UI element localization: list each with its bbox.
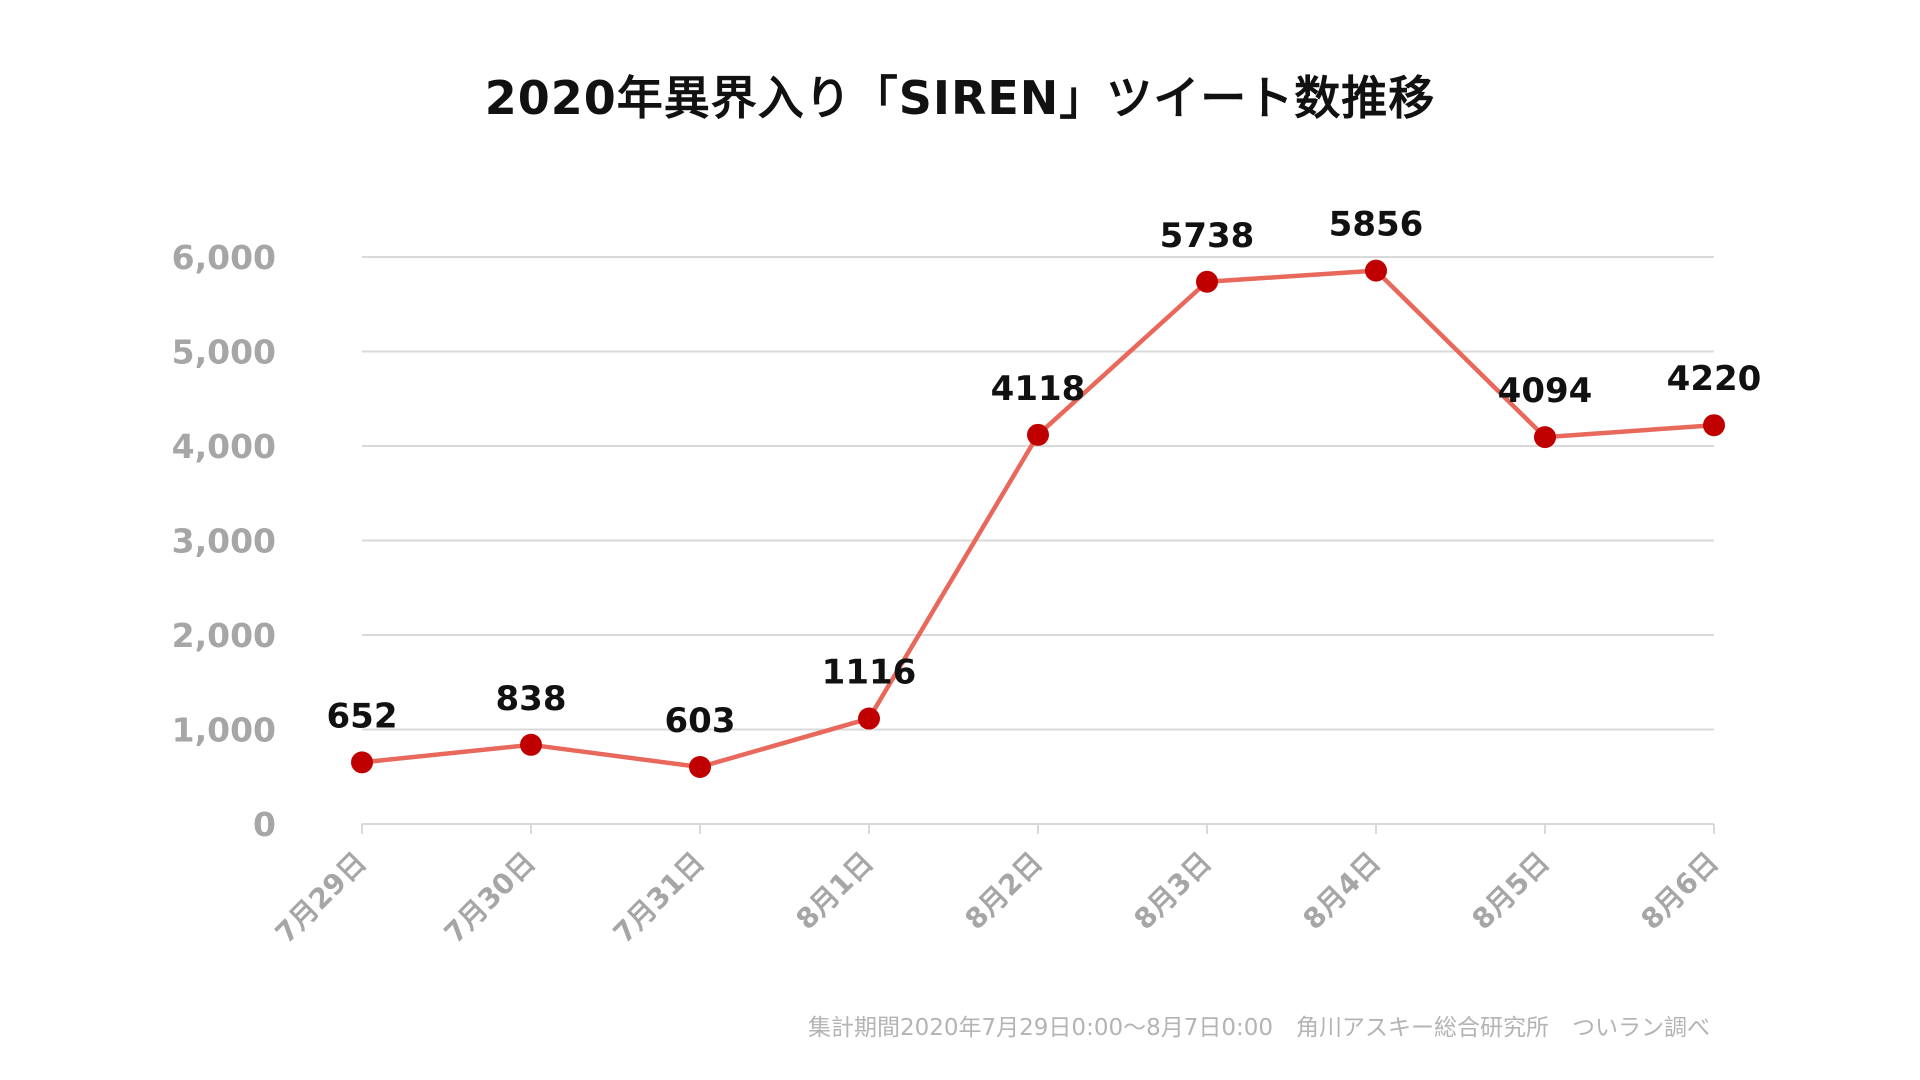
footnote: 集計期間2020年7月29日0:00〜8月7日0:00 角川アスキー総合研究所 … bbox=[808, 1015, 1710, 1041]
data-point bbox=[1534, 426, 1556, 449]
x-tick-label: 8月3日 bbox=[1127, 846, 1217, 936]
data-labels: 652 838 603 1116 4118 5738 5856 4094 4220 bbox=[327, 205, 1762, 741]
data-label: 4220 bbox=[1667, 359, 1762, 399]
y-tick-label: 1,000 bbox=[172, 711, 276, 750]
data-point bbox=[689, 756, 711, 779]
data-label: 603 bbox=[665, 701, 736, 741]
data-point bbox=[858, 707, 880, 730]
y-axis-tick-labels: 0 1,000 2,000 3,000 4,000 5,000 6,000 bbox=[172, 238, 276, 844]
y-tick-label: 6,000 bbox=[172, 238, 276, 277]
x-axis-tick-labels: 7月29日 7月30日 7月31日 8月1日 8月2日 8月3日 8月4日 8月5日 8月6日 bbox=[269, 846, 1725, 950]
data-label: 5738 bbox=[1160, 216, 1255, 256]
x-tick-label: 7月31日 bbox=[607, 846, 711, 950]
data-label: 652 bbox=[327, 696, 398, 736]
x-tick-label: 8月4日 bbox=[1296, 846, 1386, 936]
x-tick-label: 7月30日 bbox=[438, 846, 542, 950]
x-tick-label: 8月2日 bbox=[958, 846, 1048, 936]
y-tick-label: 5,000 bbox=[172, 333, 276, 372]
x-tick-label: 8月5日 bbox=[1465, 846, 1555, 936]
data-label: 1116 bbox=[822, 653, 917, 693]
y-tick-label: 4,000 bbox=[172, 427, 276, 466]
gridlines bbox=[362, 256, 1714, 731]
data-point bbox=[1027, 423, 1049, 446]
data-markers bbox=[351, 259, 1725, 779]
y-tick-label: 3,000 bbox=[172, 522, 276, 561]
data-label: 5856 bbox=[1329, 205, 1424, 245]
data-label: 838 bbox=[496, 679, 567, 719]
data-point bbox=[1703, 414, 1725, 437]
x-tick-label: 8月6日 bbox=[1634, 846, 1724, 936]
x-tick-label: 8月1日 bbox=[789, 846, 879, 936]
data-label: 4118 bbox=[991, 369, 1086, 409]
data-point bbox=[520, 733, 542, 756]
x-axis bbox=[361, 823, 1715, 834]
y-tick-label: 2,000 bbox=[172, 616, 276, 655]
x-tick-label: 7月29日 bbox=[269, 846, 373, 950]
y-tick-label: 0 bbox=[253, 805, 276, 844]
chart-title: 2020年異界入り「SIREN」ツイート数推移 bbox=[484, 71, 1436, 125]
data-point bbox=[351, 751, 373, 774]
data-point bbox=[1196, 270, 1218, 293]
data-point bbox=[1365, 259, 1387, 282]
data-label: 4094 bbox=[1498, 371, 1593, 411]
